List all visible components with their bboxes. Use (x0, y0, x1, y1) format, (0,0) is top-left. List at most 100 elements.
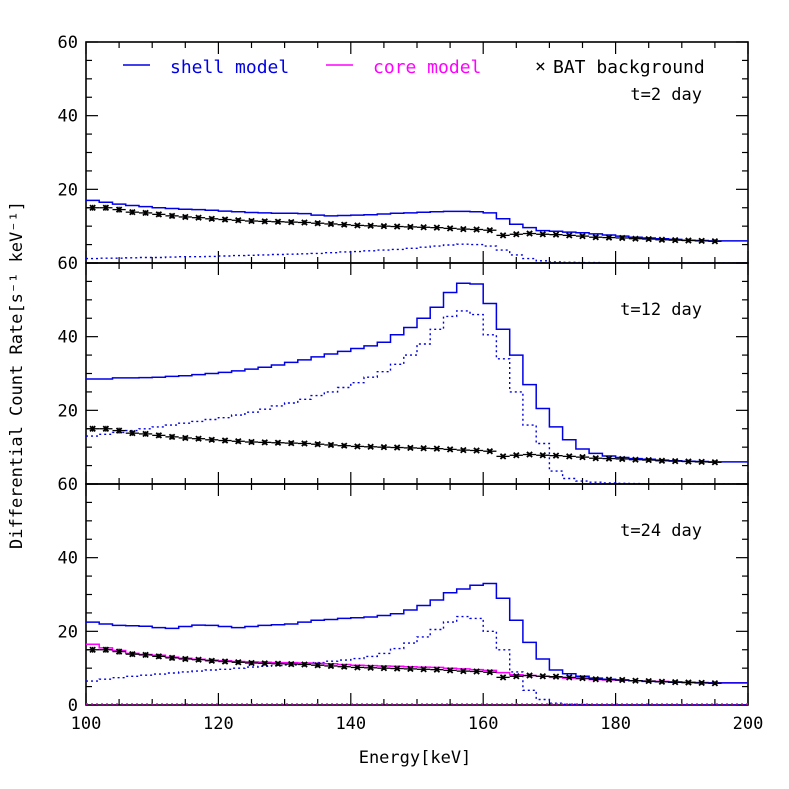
background-point (632, 456, 639, 463)
background-point (380, 222, 388, 230)
background-point (513, 231, 520, 238)
background-point (301, 219, 308, 226)
background-point (340, 442, 348, 449)
background-point (499, 453, 507, 460)
background-point (618, 455, 626, 463)
background-point (248, 659, 255, 667)
background-point (552, 231, 560, 238)
background-point (460, 667, 467, 675)
panel-label: t=24 day (620, 521, 702, 541)
background-point (711, 238, 719, 245)
background-point (115, 427, 123, 434)
y-tick-label: 60 (58, 33, 78, 53)
background-point (274, 439, 282, 446)
background-point (566, 674, 573, 681)
background-point (102, 425, 110, 432)
background-point (235, 659, 242, 666)
background-point (89, 204, 96, 211)
background-point (671, 678, 679, 686)
background-point (314, 661, 321, 669)
background-point (460, 225, 467, 233)
background-point (513, 452, 520, 459)
background-point (618, 234, 626, 242)
shell-total-line (86, 199, 748, 242)
y-tick-label: 20 (58, 401, 78, 421)
background-point (89, 425, 96, 432)
background-point (129, 429, 136, 437)
background-point (473, 447, 480, 454)
background-point (261, 439, 268, 446)
x-tick-label: 200 (733, 714, 764, 734)
y-axis-title: Differential Count Rate[s⁻¹ keV⁻¹] (7, 201, 27, 549)
background-point (261, 218, 268, 225)
panel-3: 0 20 40 60 100 120 140 160 180 200 t=24 day (58, 475, 764, 734)
background-point (182, 213, 189, 221)
background-point (261, 660, 268, 667)
background-point (552, 673, 560, 680)
background-point (592, 233, 599, 241)
background-point (168, 212, 176, 220)
panel-frame (85, 483, 749, 706)
shell-dotted-line (86, 615, 748, 705)
background-point (115, 206, 123, 213)
background-point (367, 443, 374, 451)
core-total-line (86, 643, 748, 684)
background-point (658, 457, 666, 465)
background-point (287, 439, 295, 447)
background-point (168, 654, 176, 662)
x-axis-title: Energy[keV] (359, 748, 472, 768)
background-point (685, 458, 692, 465)
x-tick-label: 100 (71, 714, 102, 734)
background-point (340, 663, 348, 670)
background-point (407, 223, 414, 231)
y-tick-label: 40 (58, 107, 78, 127)
background-point (274, 218, 282, 225)
legend: shell model core model × BAT background (123, 56, 705, 78)
background-point (182, 434, 189, 442)
background-point (473, 226, 480, 233)
background-point (618, 676, 626, 684)
background-point (208, 657, 216, 665)
background-point (142, 209, 149, 217)
background-point (235, 438, 242, 445)
background-point (526, 451, 533, 458)
y-tick-label: 0 (68, 696, 78, 716)
background-point (420, 224, 427, 231)
background-point (645, 456, 652, 464)
shell-dotted-line (86, 310, 748, 484)
background-point (645, 677, 652, 685)
background-point (208, 215, 216, 223)
background-point (513, 673, 520, 680)
background-point (340, 221, 348, 228)
background-point (711, 459, 719, 466)
background-point (698, 679, 705, 687)
background-point (89, 646, 96, 653)
background-point (301, 440, 308, 447)
background-point (592, 675, 599, 683)
background-point (208, 436, 216, 444)
background-point (327, 441, 335, 449)
background-point (499, 674, 507, 681)
background-point (566, 453, 573, 460)
background-point (539, 673, 547, 680)
background-point (327, 220, 335, 228)
panel-frame (85, 262, 749, 485)
background-point (446, 667, 454, 674)
y-tick-label: 60 (58, 475, 78, 495)
background-point (195, 656, 202, 663)
background-point (380, 664, 388, 672)
background-point (698, 458, 705, 466)
background-point (142, 651, 149, 659)
legend-core-label: core model (373, 57, 481, 78)
background-point (671, 457, 679, 465)
background-point (393, 444, 401, 451)
legend-shell-label: shell model (170, 57, 289, 78)
background-point (354, 443, 361, 450)
background-point (407, 444, 414, 452)
background-point (539, 231, 547, 238)
legend-background-label: BAT background (553, 57, 705, 78)
background-point (420, 445, 427, 452)
background-point (221, 216, 229, 223)
background-point (354, 664, 361, 671)
